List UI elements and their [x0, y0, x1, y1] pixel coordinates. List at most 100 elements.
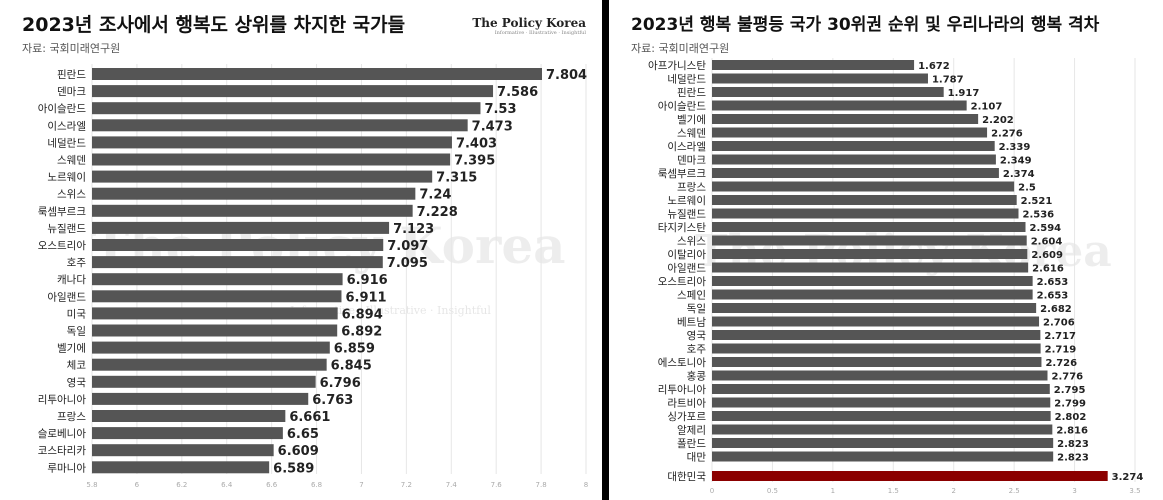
value-label: 7.24 [419, 188, 451, 203]
value-label: 7.123 [393, 222, 434, 237]
value-label: 7.315 [436, 171, 477, 186]
value-label: 6.916 [347, 273, 388, 288]
bar [712, 384, 1050, 394]
bar [712, 316, 1040, 327]
category-label: 코스타리카 [38, 445, 87, 457]
brand-tagline: Informative · Illustrative · Insightful [494, 30, 586, 36]
value-label: 6.911 [345, 290, 386, 305]
category-label: 에스토니아 [658, 357, 707, 369]
value-label: 2.799 [1054, 399, 1086, 410]
bar [712, 100, 967, 111]
bar-chart-inequality: 0 0.5 1 1.5 2 2.5 3 3.5 아프가니스탄 1.672 네덜란드 1.787 핀란드 1… [648, 58, 1144, 495]
bar [712, 195, 1017, 205]
x-tick-label: 6.8 [311, 481, 322, 489]
category-label: 캐나다 [57, 274, 86, 286]
value-label: 2.653 [1037, 277, 1069, 288]
value-label: 7.095 [387, 256, 428, 271]
bar [712, 289, 1033, 300]
value-label: 2.816 [1056, 426, 1088, 437]
chart-title: 2023년 행복 불평등 국가 30위권 순위 및 우리나라의 행복 격차 [631, 15, 1100, 35]
value-label: 6.661 [289, 410, 330, 425]
value-label: 7.228 [417, 205, 458, 220]
value-label-highlight: 3.274 [1112, 472, 1144, 483]
bar [712, 60, 915, 70]
category-label: 프랑스 [677, 182, 706, 194]
value-label: 2.776 [1051, 372, 1083, 383]
category-label: 알제리 [677, 425, 706, 437]
category-label: 노르웨이 [47, 172, 86, 184]
category-label: 싱가포르 [667, 411, 706, 423]
chart-source: 자료: 국회미래연구원 [631, 42, 730, 55]
category-label: 뉴질랜드 [667, 209, 706, 221]
bar [92, 392, 309, 405]
category-label: 이탈리아 [667, 248, 706, 261]
category-label: 노르웨이 [667, 195, 706, 207]
category-label: 스웨덴 [677, 128, 706, 140]
bar [712, 438, 1054, 448]
bar [92, 444, 274, 457]
category-label: 룩셈부르크 [38, 206, 87, 218]
category-label: 스페인 [677, 290, 706, 302]
category-label: 베트남 [677, 317, 706, 329]
value-label: 7.097 [387, 239, 428, 254]
value-label: 2.374 [1003, 169, 1035, 180]
value-label: 6.894 [342, 307, 383, 322]
watermark-tagline: Informative · Illustrative · Insightful [290, 304, 491, 317]
value-label: 2.802 [1055, 412, 1087, 423]
category-label: 아이슬란드 [38, 103, 87, 115]
value-label: 2.795 [1054, 385, 1086, 396]
value-label: 2.616 [1032, 264, 1064, 275]
bar [712, 127, 988, 138]
bar [712, 181, 1015, 192]
category-label: 영국 [687, 330, 707, 342]
bar [712, 249, 1028, 259]
value-label: 6.763 [312, 393, 353, 408]
bar [712, 222, 1026, 232]
bar [712, 357, 1042, 367]
category-label: 체코 [67, 360, 87, 372]
category-label: 슬로베니아 [38, 428, 87, 440]
value-label: 2.706 [1043, 318, 1075, 329]
category-label: 룩셈부르크 [658, 168, 707, 180]
bar [92, 358, 327, 371]
brand-logo: The Policy Korea Informative · Illustrat… [472, 16, 586, 36]
value-label: 2.823 [1057, 453, 1089, 464]
value-label: 2.339 [999, 142, 1031, 153]
chart-title: 2023년 조사에서 행복도 상위를 차지한 국가들 [22, 14, 406, 36]
x-tick-label: 6 [135, 481, 140, 489]
value-label: 6.589 [273, 461, 314, 476]
x-tick-label: 3.5 [1129, 487, 1140, 495]
bar [92, 307, 338, 320]
category-label: 호주 [67, 257, 87, 269]
x-tick-label: 7.2 [401, 481, 412, 489]
x-tick-label: 7.4 [446, 481, 458, 489]
bar [92, 239, 384, 251]
value-label: 6.892 [341, 325, 382, 340]
category-label: 아이슬란드 [658, 101, 707, 113]
category-label: 덴마크 [57, 86, 86, 98]
x-tick-label: 2 [951, 487, 955, 495]
bar [92, 119, 468, 132]
value-label: 2.604 [1031, 237, 1063, 248]
value-label: 2.349 [1000, 156, 1032, 167]
bar [92, 170, 433, 183]
x-tick-label: 0 [710, 487, 714, 495]
category-label: 영국 [67, 377, 87, 389]
category-label: 독일 [687, 302, 706, 315]
category-label: 벨기에 [677, 114, 706, 126]
value-label: 2.594 [1030, 223, 1062, 234]
value-label: 6.65 [287, 427, 319, 442]
x-tick-label: 1 [831, 487, 835, 495]
value-label: 2.107 [971, 102, 1003, 113]
category-label: 루마니아 [47, 462, 86, 474]
category-label: 벨기에 [57, 343, 86, 355]
category-label: 덴마크 [677, 155, 706, 167]
bar [92, 341, 330, 354]
category-label: 리투아니아 [658, 384, 707, 396]
left-chart-panel: The Policy Korea Informative · Illustrat… [0, 0, 602, 500]
bar [712, 114, 979, 124]
value-label: 6.859 [334, 342, 375, 357]
value-label: 7.586 [497, 85, 538, 100]
category-label: 오스트리아 [658, 276, 707, 288]
x-tick-label: 1.5 [888, 487, 899, 495]
